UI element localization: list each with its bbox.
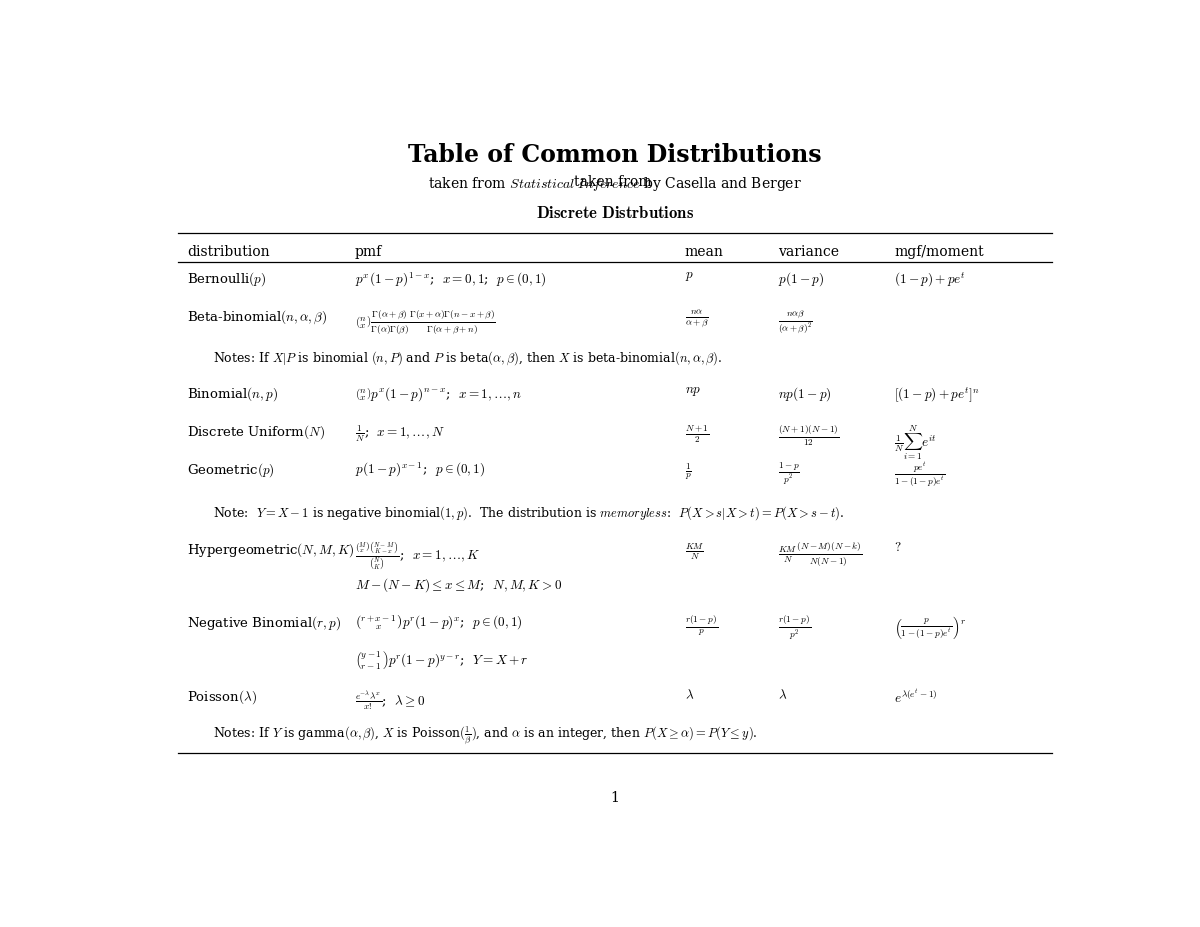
Text: Hypergeometric$(N,M,K)$: Hypergeometric$(N,M,K)$ [187,541,354,559]
Text: mean: mean [685,246,724,260]
Text: $M-(N-K)\leq x\leq M$;  $N,M,K>0$: $M-(N-K)\leq x\leq M$; $N,M,K>0$ [355,577,562,594]
Text: $\frac{1}{p}$: $\frac{1}{p}$ [685,461,691,481]
Text: Note:  $Y=X-1$ is negative binomial$(1,p)$.  The distribution is $\mathit{memory: Note: $Y=X-1$ is negative binomial$(1,p)… [214,504,845,522]
Text: Discrete Uniform$(N)$: Discrete Uniform$(N)$ [187,423,325,441]
Text: $\bf{Discrete\ Distrbutions}$: $\bf{Discrete\ Distrbutions}$ [536,206,694,222]
Text: $\binom{r+x-1}{x}p^r(1-p)^x$;  $p\in(0,1)$: $\binom{r+x-1}{x}p^r(1-p)^x$; $p\in(0,1)… [355,614,522,632]
Text: $\binom{n}{x}p^x(1-p)^{n-x}$;  $x=1,\ldots,n$: $\binom{n}{x}p^x(1-p)^{n-x}$; $x=1,\ldot… [355,386,522,403]
Text: variance: variance [778,246,839,260]
Text: $\frac{(N+1)(N-1)}{12}$: $\frac{(N+1)(N-1)}{12}$ [778,423,839,448]
Text: $\frac{KM}{N}$: $\frac{KM}{N}$ [685,541,704,562]
Text: $[(1-p)+pe^t]^n$: $[(1-p)+pe^t]^n$ [894,386,980,404]
Text: Notes: If $Y$ is gamma$(\alpha,\beta)$, $X$ is Poisson$(\frac{1}{\beta})$, and $: Notes: If $Y$ is gamma$(\alpha,\beta)$, … [214,724,758,746]
Text: $\frac{e^{-\lambda}\lambda^x}{x!}$;  $\lambda\geq 0$: $\frac{e^{-\lambda}\lambda^x}{x!}$; $\la… [355,689,425,712]
Text: $\frac{r(1-p)}{p}$: $\frac{r(1-p)}{p}$ [685,614,718,639]
Text: $?$: $?$ [894,541,901,554]
Text: $\frac{KM}{N}\frac{(N-M)(N-k)}{N(N-1)}$: $\frac{KM}{N}\frac{(N-M)(N-k)}{N(N-1)}$ [778,541,862,568]
Text: $\frac{1-p}{p^2}$: $\frac{1-p}{p^2}$ [778,461,799,488]
Text: $(1-p)+pe^t$: $(1-p)+pe^t$ [894,271,966,288]
Text: $\binom{n}{x}\frac{\Gamma(\alpha+\beta)}{\Gamma(\alpha)\Gamma(\beta)}\frac{\Gamm: $\binom{n}{x}\frac{\Gamma(\alpha+\beta)}… [355,309,496,336]
Text: Beta-binomial$(n,\alpha,\beta)$: Beta-binomial$(n,\alpha,\beta)$ [187,309,328,326]
Text: $\frac{n\alpha\beta}{(\alpha+\beta)^2}$: $\frac{n\alpha\beta}{(\alpha+\beta)^2}$ [778,309,812,335]
Text: taken from $\mathit{Statistical\ Inference}$ by Casella and Berger: taken from $\mathit{Statistical\ Inferen… [428,175,802,194]
Text: $\frac{n\alpha}{\alpha+\beta}$: $\frac{n\alpha}{\alpha+\beta}$ [685,309,708,329]
Text: $\left(\frac{p}{1-(1-p)e^t}\right)^r$: $\left(\frac{p}{1-(1-p)e^t}\right)^r$ [894,614,966,641]
Text: $\lambda$: $\lambda$ [685,689,694,702]
Text: Negative Binomial$(r,p)$: Negative Binomial$(r,p)$ [187,614,341,631]
Text: $p$: $p$ [685,271,694,284]
Text: $\lambda$: $\lambda$ [778,689,787,702]
Text: $\frac{1}{N}\sum_{i=1}^{N}e^{it}$: $\frac{1}{N}\sum_{i=1}^{N}e^{it}$ [894,423,936,462]
Text: pmf: pmf [355,246,382,260]
Text: $np(1-p)$: $np(1-p)$ [778,386,832,403]
Text: $e^{\lambda(e^t-1)}$: $e^{\lambda(e^t-1)}$ [894,689,937,705]
Text: $p(1-p)^{x-1}$;  $p\in(0,1)$: $p(1-p)^{x-1}$; $p\in(0,1)$ [355,461,485,479]
Text: $\frac{pe^t}{1-(1-p)e^t}$: $\frac{pe^t}{1-(1-p)e^t}$ [894,461,946,489]
Text: $\frac{N+1}{2}$: $\frac{N+1}{2}$ [685,423,709,445]
Text: 1: 1 [611,791,619,805]
Text: taken from: taken from [574,175,656,189]
Text: $\binom{y-1}{r-1}p^r(1-p)^{y-r}$;  $Y=X+r$: $\binom{y-1}{r-1}p^r(1-p)^{y-r}$; $Y=X+r… [355,650,528,671]
Text: Binomial$(n,p)$: Binomial$(n,p)$ [187,386,278,403]
Text: $\frac{r(1-p)}{p^2}$: $\frac{r(1-p)}{p^2}$ [778,614,811,642]
Text: Table of Common Distributions: Table of Common Distributions [408,144,822,168]
Text: Poisson$(\lambda)$: Poisson$(\lambda)$ [187,689,257,706]
Text: mgf/moment: mgf/moment [894,246,984,260]
Text: $\frac{1}{N}$;  $x=1,\ldots,N$: $\frac{1}{N}$; $x=1,\ldots,N$ [355,423,444,444]
Text: $\frac{\binom{M}{x}\binom{N-M}{K-x}}{\binom{N}{K}}$;  $x=1,\ldots,K$: $\frac{\binom{M}{x}\binom{N-M}{K-x}}{\bi… [355,541,480,573]
Text: distribution: distribution [187,246,270,260]
Text: Bernoulli$(p)$: Bernoulli$(p)$ [187,271,266,288]
Text: Geometric$(p)$: Geometric$(p)$ [187,461,275,478]
Text: $p(1-p)$: $p(1-p)$ [778,271,824,288]
Text: Notes: If $X|P$ is binomial $(n,P)$ and $P$ is beta$(\alpha,\beta)$, then $X$ is: Notes: If $X|P$ is binomial $(n,P)$ and … [214,349,722,367]
Text: $np$: $np$ [685,386,701,399]
Text: $p^x(1-p)^{1-x}$;  $x=0,1$;  $p\in(0,1)$: $p^x(1-p)^{1-x}$; $x=0,1$; $p\in(0,1)$ [355,271,546,288]
